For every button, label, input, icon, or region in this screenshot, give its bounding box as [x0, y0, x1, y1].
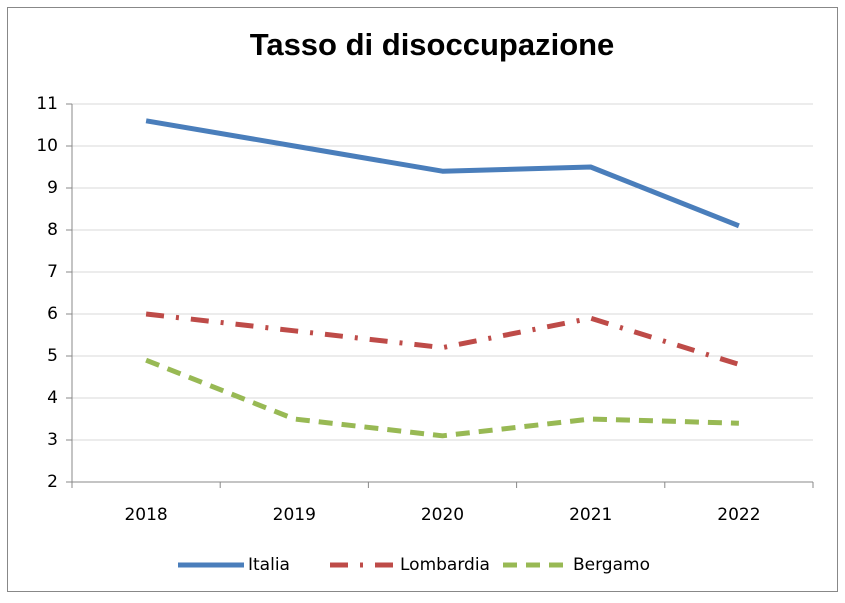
y-tick-label: 10: [36, 136, 58, 156]
y-tick-label: 3: [47, 430, 58, 450]
x-tick-label: 2021: [569, 505, 612, 525]
legend-label: Bergamo: [573, 555, 650, 575]
x-tick-label: 2020: [421, 505, 464, 525]
data-line: [145, 357, 739, 439]
x-tick-label: 2019: [273, 505, 316, 525]
legend-label: Lombardia: [400, 555, 490, 575]
y-tick-label: 7: [47, 262, 58, 282]
y-tick-label: 2: [47, 472, 58, 492]
y-tick-label: 6: [47, 304, 58, 324]
y-tick-label: 9: [47, 178, 58, 198]
legend-label: Italia: [248, 555, 290, 575]
y-tick-label: 5: [47, 346, 58, 366]
chart-frame: [7, 7, 838, 592]
y-tick-label: 8: [47, 220, 58, 240]
data-line: [145, 311, 740, 367]
x-tick-label: 2022: [717, 505, 760, 525]
y-tick-label: 4: [47, 388, 58, 408]
chart-title: Tasso di disoccupazione: [250, 27, 615, 62]
data-line: [145, 118, 740, 229]
y-tick-label: 11: [36, 94, 58, 114]
x-tick-label: 2018: [124, 505, 167, 525]
